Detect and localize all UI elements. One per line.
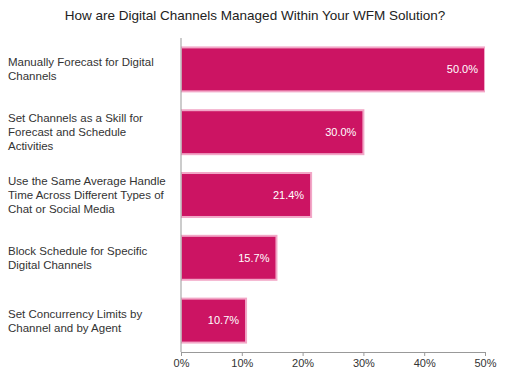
- category-label-line: Channels: [8, 70, 57, 82]
- data-label: 15.7%: [238, 252, 269, 264]
- bar: [181, 110, 363, 154]
- x-tick-mark: [181, 352, 182, 356]
- x-tick-label: 10%: [231, 357, 253, 369]
- left-axis-line: [181, 38, 182, 352]
- x-tick-label: 20%: [292, 357, 314, 369]
- x-tick-mark: [485, 352, 486, 356]
- x-axis: 0% 10% 20% 30% 40% 50%: [174, 352, 497, 369]
- x-tick-mark: [424, 352, 425, 356]
- category-label-line: Block Schedule for Specific: [8, 245, 148, 257]
- x-tick-mark: [303, 352, 304, 356]
- chart-svg: How are Digital Channels Managed Within …: [0, 0, 510, 384]
- data-label: 50.0%: [447, 63, 478, 75]
- category-label: Set Concurrency Limits by Channel and by …: [8, 308, 142, 334]
- category-label-line: Digital Channels: [8, 259, 92, 271]
- x-tick: 40%: [414, 352, 436, 369]
- x-tick: 20%: [292, 352, 314, 369]
- category-label: Block Schedule for Specific Digital Chann…: [8, 245, 148, 271]
- category-label-line: Set Channels as a Skill for: [8, 112, 143, 124]
- bar: [181, 173, 311, 217]
- chart-title: How are Digital Channels Managed Within …: [65, 8, 445, 23]
- x-tick-label: 0%: [174, 357, 190, 369]
- bar: [181, 299, 246, 343]
- category-label-line: Use the Same Average Handle: [8, 175, 166, 187]
- category-label-line: Set Concurrency Limits by: [8, 308, 142, 320]
- category-label: Manually Forecast for Digital Channels: [8, 56, 154, 82]
- x-axis-line: [182, 352, 486, 353]
- x-tick: 10%: [231, 352, 253, 369]
- data-label: 21.4%: [273, 189, 304, 201]
- category-label-line: Forecast and Schedule: [8, 126, 126, 138]
- category-label-line: Manually Forecast for Digital: [8, 56, 154, 68]
- category-label-line: Time Across Different Types of: [8, 189, 165, 201]
- bars: [181, 47, 485, 342]
- x-tick-mark: [363, 352, 364, 356]
- x-tick-label: 50%: [474, 357, 496, 369]
- category-label-line: Channel and by Agent: [8, 322, 122, 334]
- category-label-line: Activities: [8, 140, 54, 152]
- bar: [181, 236, 276, 280]
- bar: [181, 47, 485, 91]
- data-label: 30.0%: [325, 126, 356, 138]
- data-label: 10.7%: [208, 314, 239, 326]
- x-tick-label: 30%: [353, 357, 375, 369]
- x-tick-mark: [242, 352, 243, 356]
- plot-area: 0% 10% 20% 30% 40% 50% 50.0% 30.0% 21.4% 15.7% 10.…: [174, 38, 497, 369]
- category-label: Set Channels as a Skill for Forecast and …: [8, 112, 143, 152]
- x-tick: 50%: [474, 352, 496, 369]
- x-tick: 0%: [174, 352, 190, 369]
- x-tick-label: 40%: [414, 357, 436, 369]
- x-tick: 30%: [353, 352, 375, 369]
- category-label-line: Chat or Social Media: [8, 203, 115, 215]
- category-label: Use the Same Average Handle Time Across D…: [8, 175, 166, 215]
- chart-container: How are Digital Channels Managed Within …: [0, 0, 510, 384]
